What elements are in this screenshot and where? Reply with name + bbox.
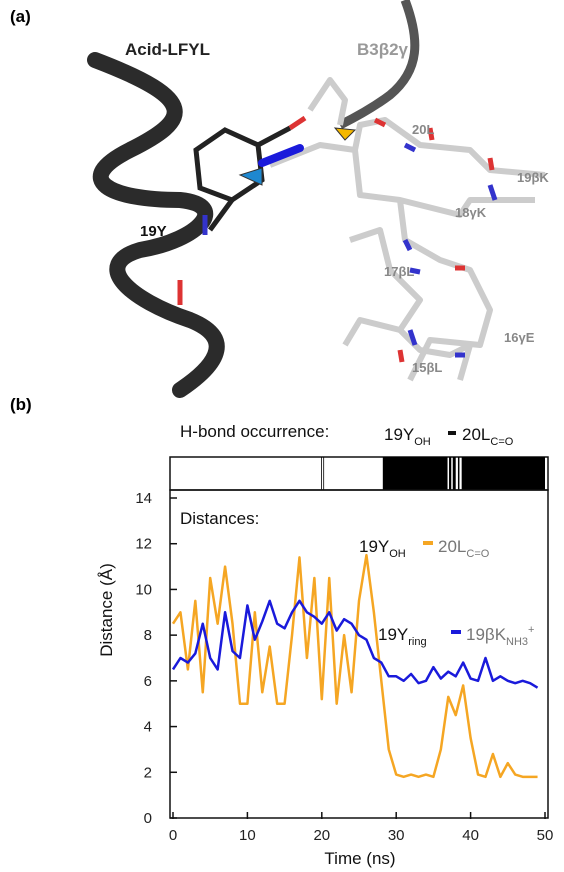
annotation: Distances:	[180, 509, 259, 528]
residue-label: 19βK	[517, 170, 549, 185]
residue-label: 18γK	[455, 205, 487, 220]
hbond-interval	[449, 457, 451, 490]
x-tick-label: 30	[388, 827, 405, 844]
hbond-interval	[462, 457, 545, 490]
legend-label: 19βKNH3+	[466, 624, 534, 648]
residue-label: 19Y	[140, 223, 167, 240]
residue-label: B3β2γ	[357, 40, 409, 59]
x-tick-label: 40	[462, 827, 479, 844]
hbond-legend: 20LC=O	[462, 425, 514, 448]
hbond-interval	[453, 457, 456, 490]
y-tick-label: 0	[144, 810, 152, 827]
x-tick-label: 20	[313, 827, 330, 844]
legend-label: 19Yring	[378, 625, 427, 648]
legend-label: 20LC=O	[438, 537, 490, 560]
hbond-interval	[458, 457, 459, 490]
legend-swatch	[448, 431, 456, 435]
residue-label: 20L	[412, 122, 434, 137]
hbond-interval	[323, 457, 324, 490]
figure: (a) (b) Acid-LFYL B3β2γ 20L 19βK 18γK 19Y 17βL…	[0, 0, 564, 872]
residue-label: 17βL	[384, 264, 414, 279]
hbond-title: H-bond occurrence:	[180, 422, 329, 441]
residue-label: 16γE	[504, 330, 535, 345]
hbond-legend: 19YOH	[384, 425, 431, 448]
y-tick-label: 2	[144, 764, 152, 781]
residue-label: Acid-LFYL	[125, 40, 210, 59]
y-tick-label: 6	[144, 673, 152, 690]
y-tick-label: 12	[135, 536, 152, 553]
panel-label: (a)	[10, 7, 31, 26]
y-tick-label: 10	[135, 581, 152, 598]
hbond-interval	[321, 457, 322, 490]
y-tick-label: 4	[144, 719, 152, 736]
x-tick-label: 10	[239, 827, 256, 844]
panel-label: (b)	[10, 395, 32, 414]
x-axis-label: Time (ns)	[324, 849, 395, 868]
y-axis-label: Distance (Å)	[97, 563, 116, 657]
y-tick-label: 14	[135, 490, 152, 507]
hbond-interval	[383, 457, 448, 490]
y-tick-label: 8	[144, 627, 152, 644]
x-tick-label: 0	[169, 827, 177, 844]
x-tick-label: 50	[537, 827, 554, 844]
residue-label: 15βL	[412, 360, 442, 375]
